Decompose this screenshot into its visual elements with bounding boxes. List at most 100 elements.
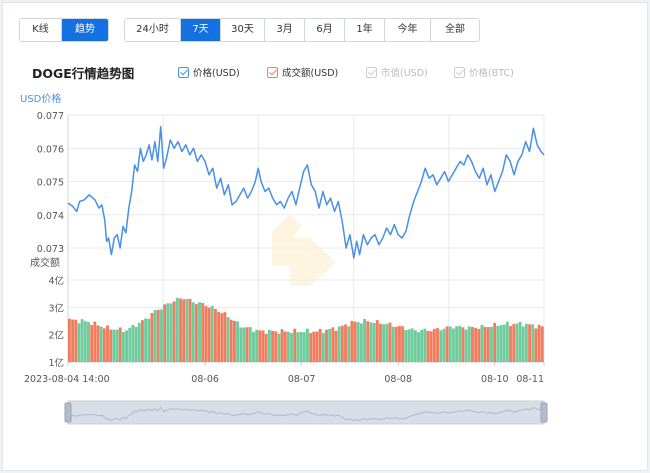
volume-bar bbox=[71, 319, 75, 362]
volume-bar bbox=[423, 328, 427, 362]
volume-bar bbox=[191, 302, 195, 362]
checkbox-icon[interactable] bbox=[267, 66, 278, 78]
volume-bar bbox=[182, 299, 186, 362]
volume-bar bbox=[477, 328, 481, 362]
checkbox-icon[interactable] bbox=[454, 66, 465, 78]
x-tick-label: 08-10 bbox=[481, 374, 509, 385]
time-range-tabs: 24小时 7天 30天 3月 6月 1年 今年 全部 bbox=[124, 18, 480, 42]
volume-bar bbox=[394, 326, 398, 362]
volume-bar bbox=[499, 325, 503, 362]
volume-bar bbox=[350, 320, 354, 362]
volume-axis: 成交额 1亿 2亿 3亿 4亿 bbox=[30, 256, 64, 369]
volume-bar bbox=[490, 326, 493, 362]
volume-bar bbox=[223, 312, 227, 362]
volume-bar bbox=[375, 320, 379, 362]
range-slider-left-handle[interactable] bbox=[64, 402, 72, 423]
volume-bar bbox=[309, 333, 313, 362]
legend-price-usd[interactable]: 价格(USD) bbox=[178, 65, 240, 79]
volume-bars bbox=[68, 297, 544, 362]
range-tab-6m[interactable]: 6月 bbox=[305, 19, 345, 41]
volume-bar bbox=[286, 331, 290, 362]
volume-bar bbox=[213, 308, 217, 362]
volume-bar bbox=[528, 324, 532, 362]
volume-bar bbox=[239, 327, 243, 362]
volume-bar bbox=[233, 320, 236, 362]
range-slider-track[interactable] bbox=[67, 400, 545, 425]
volume-bar bbox=[252, 331, 255, 362]
volume-bar bbox=[261, 330, 265, 362]
volume-bar bbox=[93, 321, 97, 362]
volume-bar bbox=[207, 307, 211, 362]
volume-bar bbox=[96, 325, 100, 362]
volume-bar bbox=[258, 330, 262, 362]
x-tick-label: 08-08 bbox=[384, 374, 412, 385]
volume-bar bbox=[204, 305, 208, 362]
volume-bar bbox=[306, 328, 309, 362]
volume-bar bbox=[445, 326, 449, 362]
checkbox-icon[interactable] bbox=[178, 66, 189, 78]
range-tab-30d[interactable]: 30天 bbox=[221, 19, 265, 41]
legend-price-btc[interactable]: 价格(BTC) bbox=[454, 65, 514, 79]
volume-bar bbox=[325, 329, 328, 362]
price-tick-label: 0.073 bbox=[37, 244, 64, 255]
volume-bar bbox=[131, 324, 135, 362]
x-tick-label: 08-06 bbox=[191, 374, 219, 385]
volume-bar bbox=[467, 326, 471, 362]
volume-bar bbox=[410, 328, 414, 362]
volume-bar bbox=[302, 332, 306, 362]
volume-bar bbox=[537, 324, 541, 362]
volume-bar bbox=[255, 329, 259, 362]
volume-bar bbox=[74, 319, 78, 362]
volume-bar bbox=[521, 326, 525, 362]
volume-bar bbox=[353, 321, 357, 362]
range-tab-ytd[interactable]: 今年 bbox=[385, 19, 431, 41]
volume-bar bbox=[147, 318, 151, 362]
tab-trend[interactable]: 趋势 bbox=[62, 19, 108, 41]
volume-bar bbox=[451, 328, 455, 362]
volume-bar bbox=[426, 330, 430, 362]
volume-bar bbox=[175, 297, 179, 362]
legend-marketcap-usd[interactable]: 市值(USD) bbox=[366, 65, 428, 79]
volume-bar bbox=[68, 318, 71, 362]
volume-bar bbox=[515, 323, 519, 362]
volume-bar bbox=[264, 333, 268, 362]
volume-axis-label: 成交额 bbox=[30, 256, 60, 269]
range-slider[interactable] bbox=[64, 400, 548, 425]
volume-bar bbox=[109, 329, 113, 362]
volume-bar bbox=[242, 327, 246, 362]
volume-bar bbox=[277, 333, 281, 362]
volume-bar bbox=[296, 332, 300, 362]
volume-bar bbox=[160, 309, 163, 362]
volume-bar bbox=[280, 329, 284, 362]
price-axis: USD价格 0.073 0.074 0.075 0.076 0.077 bbox=[20, 92, 64, 255]
volume-bar bbox=[217, 311, 221, 362]
volume-bar bbox=[236, 321, 240, 362]
legend-volume-usd[interactable]: 成交额(USD) bbox=[267, 65, 338, 79]
volume-bar bbox=[480, 324, 484, 362]
range-tab-all[interactable]: 全部 bbox=[431, 19, 479, 41]
volume-bar bbox=[115, 329, 119, 362]
legend-label: 市值(USD) bbox=[381, 68, 428, 79]
volume-bar bbox=[455, 326, 459, 362]
volume-bar bbox=[121, 332, 125, 362]
checkbox-icon[interactable] bbox=[366, 66, 377, 78]
range-tab-7d[interactable]: 7天 bbox=[181, 19, 221, 41]
volume-bar bbox=[87, 322, 90, 362]
range-slider-right-handle[interactable] bbox=[540, 402, 548, 423]
volume-bar bbox=[144, 318, 148, 362]
volume-bar bbox=[312, 331, 316, 362]
tab-kline[interactable]: K线 bbox=[20, 19, 62, 41]
chart-title: DOGE行情趋势图 bbox=[32, 66, 135, 81]
volume-bar bbox=[77, 323, 81, 362]
range-tab-1y[interactable]: 1年 bbox=[345, 19, 385, 41]
range-tab-24h[interactable]: 24小时 bbox=[125, 19, 181, 41]
volume-bar bbox=[486, 327, 490, 362]
volume-bar bbox=[512, 324, 516, 362]
volume-bar bbox=[407, 329, 411, 362]
volume-bar bbox=[267, 329, 271, 362]
volume-bar bbox=[188, 298, 192, 362]
volume-bar bbox=[169, 303, 173, 362]
range-tab-3m[interactable]: 3月 bbox=[265, 19, 305, 41]
range-slider-preview bbox=[67, 406, 545, 422]
volume-bar bbox=[474, 328, 478, 362]
